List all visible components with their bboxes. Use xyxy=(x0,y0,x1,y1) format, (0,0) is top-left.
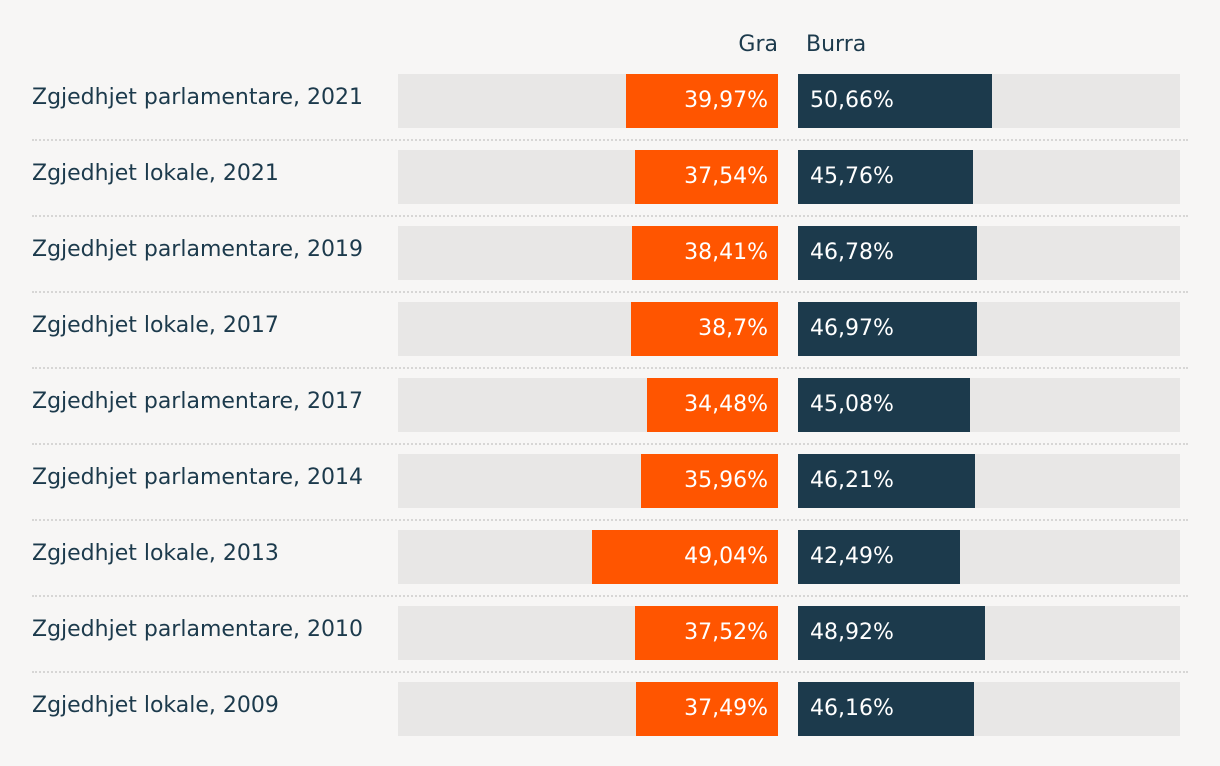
bar-track-men: 46,21% xyxy=(798,454,1180,508)
value-label-women: 38,7% xyxy=(698,316,768,341)
value-label-women: 37,52% xyxy=(684,620,768,645)
bar-men: 42,49% xyxy=(798,530,960,584)
bar-women: 34,48% xyxy=(647,378,778,432)
value-label-men: 46,16% xyxy=(810,696,894,721)
chart-row: Zgjedhjet parlamentare, 2014 35,96% 46,21% xyxy=(0,454,1220,530)
bar-women: 37,52% xyxy=(635,606,778,660)
bar-track-men: 45,76% xyxy=(798,150,1180,204)
row-divider xyxy=(32,519,1188,521)
bar-women: 35,96% xyxy=(641,454,778,508)
bar-men: 46,97% xyxy=(798,302,977,356)
bar-women: 38,41% xyxy=(632,226,778,280)
category-label: Zgjedhjet parlamentare, 2010 xyxy=(32,617,364,642)
value-label-men: 42,49% xyxy=(810,544,894,569)
bar-track-women: 49,04% xyxy=(398,530,778,584)
category-label: Zgjedhjet lokale, 2013 xyxy=(32,541,279,566)
bar-men: 46,21% xyxy=(798,454,975,508)
bar-track-men: 42,49% xyxy=(798,530,1180,584)
chart-row: Zgjedhjet lokale, 2017 38,7% 46,97% xyxy=(0,302,1220,378)
bar-track-women: 38,41% xyxy=(398,226,778,280)
bar-women: 39,97% xyxy=(626,74,778,128)
category-label: Zgjedhjet lokale, 2021 xyxy=(32,161,279,186)
category-label: Zgjedhjet parlamentare, 2021 xyxy=(32,85,364,110)
row-divider xyxy=(32,291,1188,293)
value-label-women: 39,97% xyxy=(684,88,768,113)
bar-track-women: 37,49% xyxy=(398,682,778,736)
bar-track-women: 39,97% xyxy=(398,74,778,128)
value-label-men: 45,76% xyxy=(810,164,894,189)
chart-row: Zgjedhjet parlamentare, 2021 39,97% 50,66% xyxy=(0,74,1220,150)
bar-track-women: 37,54% xyxy=(398,150,778,204)
row-divider xyxy=(32,671,1188,673)
value-label-men: 45,08% xyxy=(810,392,894,417)
bar-men: 46,78% xyxy=(798,226,977,280)
chart-row: Zgjedhjet parlamentare, 2017 34,48% 45,08% xyxy=(0,378,1220,454)
bar-track-women: 34,48% xyxy=(398,378,778,432)
value-label-men: 46,97% xyxy=(810,316,894,341)
category-label: Zgjedhjet parlamentare, 2017 xyxy=(32,389,364,414)
bar-track-men: 48,92% xyxy=(798,606,1180,660)
bar-women: 49,04% xyxy=(592,530,778,584)
chart-row: Zgjedhjet parlamentare, 2010 37,52% 48,92% xyxy=(0,606,1220,682)
bar-women: 37,49% xyxy=(636,682,778,736)
value-label-women: 49,04% xyxy=(684,544,768,569)
row-divider xyxy=(32,215,1188,217)
bar-track-men: 45,08% xyxy=(798,378,1180,432)
chart-row: Zgjedhjet lokale, 2013 49,04% 42,49% xyxy=(0,530,1220,606)
bar-track-men: 46,78% xyxy=(798,226,1180,280)
chart-row: Zgjedhjet lokale, 2021 37,54% 45,76% xyxy=(0,150,1220,226)
legend-men-label: Burra xyxy=(806,32,867,57)
legend-women-label: Gra xyxy=(738,32,778,57)
value-label-women: 38,41% xyxy=(684,240,768,265)
value-label-men: 46,21% xyxy=(810,468,894,493)
bar-track-men: 46,97% xyxy=(798,302,1180,356)
bar-men: 46,16% xyxy=(798,682,974,736)
value-label-women: 34,48% xyxy=(684,392,768,417)
row-divider xyxy=(32,595,1188,597)
value-label-men: 46,78% xyxy=(810,240,894,265)
bar-women: 38,7% xyxy=(631,302,778,356)
row-divider xyxy=(32,443,1188,445)
category-label: Zgjedhjet parlamentare, 2014 xyxy=(32,465,364,490)
chart-row: Zgjedhjet lokale, 2009 37,49% 46,16% xyxy=(0,682,1220,758)
row-divider xyxy=(32,139,1188,141)
row-divider xyxy=(32,367,1188,369)
bar-track-men: 50,66% xyxy=(798,74,1180,128)
bar-men: 45,76% xyxy=(798,150,973,204)
value-label-men: 50,66% xyxy=(810,88,894,113)
category-label: Zgjedhjet lokale, 2009 xyxy=(32,693,279,718)
chart-row: Zgjedhjet parlamentare, 2019 38,41% 46,78% xyxy=(0,226,1220,302)
value-label-women: 35,96% xyxy=(684,468,768,493)
bar-women: 37,54% xyxy=(635,150,778,204)
bar-men: 50,66% xyxy=(798,74,992,128)
bar-men: 45,08% xyxy=(798,378,970,432)
value-label-women: 37,49% xyxy=(684,696,768,721)
bar-track-women: 37,52% xyxy=(398,606,778,660)
category-label: Zgjedhjet parlamentare, 2019 xyxy=(32,237,364,262)
bar-track-men: 46,16% xyxy=(798,682,1180,736)
value-label-women: 37,54% xyxy=(684,164,768,189)
bar-track-women: 35,96% xyxy=(398,454,778,508)
bar-men: 48,92% xyxy=(798,606,985,660)
bar-track-women: 38,7% xyxy=(398,302,778,356)
category-label: Zgjedhjet lokale, 2017 xyxy=(32,313,279,338)
value-label-men: 48,92% xyxy=(810,620,894,645)
